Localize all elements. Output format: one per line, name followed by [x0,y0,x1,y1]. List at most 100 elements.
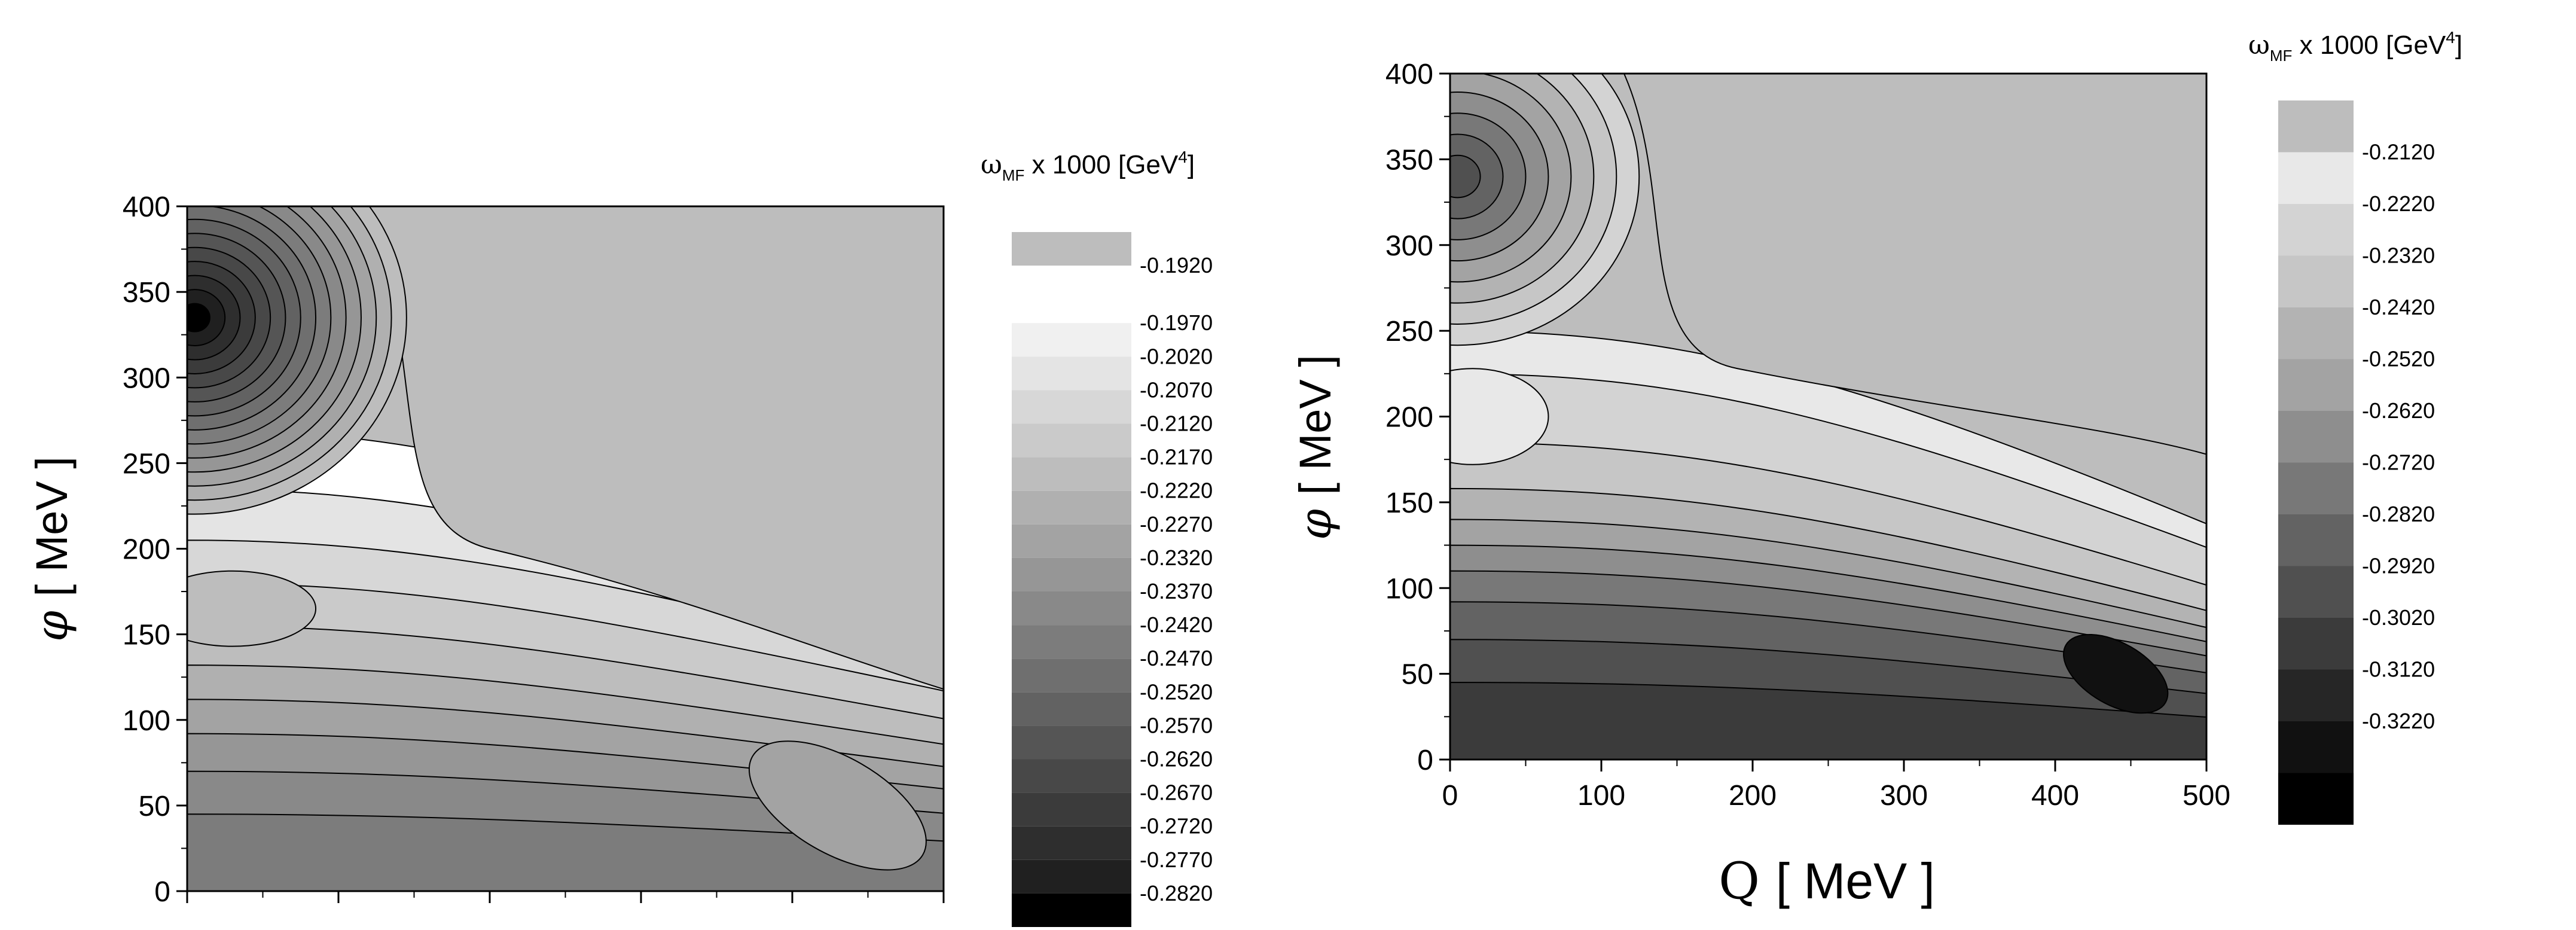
colorbar-sub: MF [2270,47,2293,65]
colorbar-label: -0.2370 [1140,579,1213,603]
colorbar-label: -0.3220 [2362,709,2435,733]
colorbar-swatch [1012,557,1131,591]
well-contour [1450,154,1481,199]
colorbar-label: -0.2120 [1140,411,1213,436]
y-axis-symbol: φ [26,597,78,642]
colorbar-label: -0.2720 [2362,450,2435,475]
y-tick-label: 400 [123,191,170,223]
colorbar-swatch [2278,462,2354,514]
colorbar-swatch [2278,255,2354,307]
colorbar-sup: 4 [2446,28,2455,47]
y-tick-label: 150 [1385,487,1433,519]
colorbar-label: -0.2220 [2362,191,2435,216]
y-axis-unit: [ MeV ] [1290,355,1340,495]
colorbar-swatch [2278,307,2354,359]
x-tick-label: 500 [2183,780,2230,812]
colorbar-label: -0.2220 [1140,478,1213,503]
colorbar-label: -0.2570 [1140,713,1213,737]
colorbar-label: -0.2820 [1140,881,1213,905]
colorbar-swatch [1012,457,1131,491]
colorbar-label: -0.2670 [1140,780,1213,805]
well-contour [187,303,210,333]
y-tick-label: 300 [1385,230,1433,262]
valley-contour [748,740,927,871]
local-maximum-contour [1450,368,1549,465]
colorbar-swatch [2278,100,2354,153]
x-axis-unit: [ MeV ] [1776,853,1935,909]
contour-field [187,206,944,891]
colorbar-swatch [1012,524,1131,558]
y-tick-label: 200 [1385,402,1433,434]
colorbar-swatch [1012,759,1131,793]
colorbar-label: -0.2770 [1140,847,1213,872]
colorbar-label: -0.1970 [1140,310,1213,335]
y-axis-label: φ [ MeV ] [1290,355,1341,540]
contour-field [1450,74,2206,760]
colorbar-label: -0.2820 [2362,502,2435,526]
chart-left: 0 50 100 150 200 250 300 350 400 φ [ MeV ] ωMF x 1… [26,148,1213,927]
colorbar-swatch [1012,232,1131,266]
colorbar-swatch [2278,514,2354,566]
colorbar-close: ] [2455,31,2462,60]
y-tick-label: 50 [1402,659,1433,691]
colorbar-sup: 4 [1178,148,1188,166]
colorbar-label: -0.2320 [1140,545,1213,570]
colorbar-swatch [1012,893,1131,927]
x-tick-label: 0 [1442,780,1458,812]
y-tick-label: 400 [1385,59,1433,90]
colorbar-swatch [1012,792,1131,827]
colorbar-label: -0.2320 [2362,243,2435,268]
colorbar-swatch [1012,490,1131,525]
y-tick-label: 250 [123,448,170,480]
y-tick-label: 250 [1385,316,1433,347]
colorbar-close: ] [1188,150,1195,179]
colorbar-label: -0.2120 [2362,140,2435,164]
colorbar-label: -0.2420 [1140,612,1213,637]
colorbar-omega: ω [2248,30,2270,60]
colorbar-label: -0.2420 [2362,295,2435,319]
plateau-boundary [368,206,944,690]
colorbar-label: -0.2520 [2362,347,2435,371]
x-tick-label: 100 [1577,780,1625,812]
y-tick-label: 0 [154,876,170,908]
colorbar-swatch [1012,625,1131,659]
x-axis-symbol: Q [1719,852,1776,910]
y-tick-label: 350 [1385,144,1433,176]
colorbar-label: -0.2070 [1140,377,1213,402]
colorbar-swatch [2278,411,2354,463]
colorbar-swatch [1012,692,1131,726]
y-axis-symbol: φ [1290,495,1341,540]
x-tick-label: 400 [2031,780,2079,812]
y-tick-label: 150 [123,620,170,651]
colorbar-title: ωMF x 1000 [GeV4] [2248,28,2462,65]
valley-contour [2063,633,2169,714]
colorbar-swatch [2278,618,2354,670]
x-axis-label: Q [ MeV ] [1719,852,1935,910]
colorbar-label: -0.2620 [2362,398,2435,423]
colorbar-swatch [1012,725,1131,760]
colorbar-label: -0.2720 [1140,814,1213,838]
colorbar-swatch [1012,859,1131,894]
y-tick-label: 100 [1385,573,1433,605]
colorbar-swatch [1012,356,1131,391]
colorbar-swatch [1012,289,1131,324]
colorbar-main: x 1000 [GeV [1024,150,1178,179]
colorbar-label: -0.2270 [1140,512,1213,536]
colorbar-swatch [1012,826,1131,860]
y-tick-label: 300 [123,362,170,394]
colorbar-label: -0.2470 [1140,646,1213,670]
colorbar-omega: ω [981,150,1002,180]
colorbar-swatch [2278,359,2354,411]
colorbar-swatch [2278,721,2354,773]
y-tick-label: 100 [123,705,170,737]
colorbar-swatch [2278,204,2354,256]
local-maximum-contour [187,570,317,647]
plateau-boundary [1623,74,2206,455]
colorbar-label: -0.2520 [1140,679,1213,704]
x-tick-label: 300 [1880,780,1928,812]
y-tick-label: 50 [139,791,170,822]
colorbar-swatch [1012,323,1131,357]
colorbar-swatch [2278,669,2354,721]
colorbar-swatch [2278,773,2354,825]
